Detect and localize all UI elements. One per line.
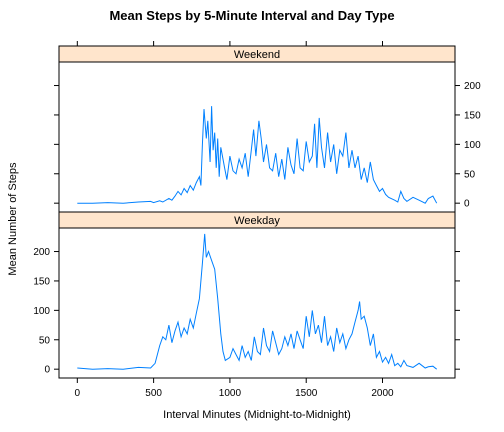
y-tick-label-weekday: 150: [33, 276, 50, 287]
strip-label-weekday: Weekday: [234, 215, 280, 227]
y-tick-label-weekday: 0: [44, 365, 50, 376]
series-line-weekday: [77, 233, 438, 370]
x-tick-label: 500: [145, 388, 162, 399]
panel-weekend: Weekend 0 50 100 150 200: [54, 45, 481, 213]
y-tick-label-weekend: 200: [464, 81, 481, 92]
x-axis-label: Interval Minutes (Midnight-to-Midnight): [163, 409, 351, 421]
chart-title: Mean Steps by 5-Minute Interval and Day …: [109, 8, 394, 23]
y-tick-label-weekend: 50: [464, 169, 476, 180]
x-tick-label: 2000: [371, 388, 394, 399]
y-tick-label-weekend: 0: [464, 199, 470, 210]
strip-label-weekend: Weekend: [234, 49, 280, 61]
y-tick-label-weekday: 50: [39, 335, 51, 346]
y-tick-label-weekday: 200: [33, 247, 50, 258]
panel-frame-weekday: [58, 227, 456, 379]
x-tick-label: 0: [75, 388, 81, 399]
panels-layer: Weekend 0 50 100 150 200 Weekday 0 50 100 150 200: [33, 45, 481, 379]
panel-frame-weekend: [58, 61, 456, 213]
series-line-weekend: [77, 106, 438, 204]
x-tick-label: 1000: [219, 388, 242, 399]
y-axis-label: Mean Number of Steps: [7, 162, 19, 276]
y-tick-label-weekend: 100: [464, 140, 481, 151]
x-axis: 0 500 1000 1500 2000: [75, 41, 394, 399]
panel-weekday: Weekday 0 50 100 150 200: [33, 211, 460, 379]
y-tick-label-weekday: 100: [33, 306, 50, 317]
x-tick-label: 1500: [295, 388, 318, 399]
y-tick-label-weekend: 150: [464, 110, 481, 121]
